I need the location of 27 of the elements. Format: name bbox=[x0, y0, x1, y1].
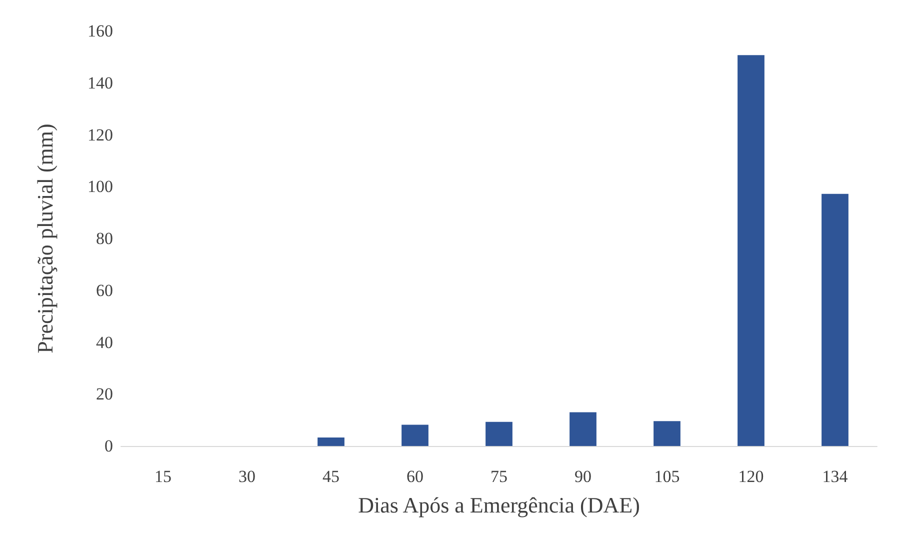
x-tick-label: 75 bbox=[490, 467, 508, 486]
bar bbox=[738, 55, 764, 446]
bar bbox=[402, 424, 428, 446]
x-tick-label: 45 bbox=[322, 467, 340, 486]
y-tick-label: 100 bbox=[88, 177, 113, 196]
y-tick-label: 80 bbox=[96, 229, 113, 248]
x-tick-label: 120 bbox=[738, 467, 764, 486]
y-tick-label: 160 bbox=[88, 22, 113, 40]
y-tick-label: 0 bbox=[104, 436, 113, 456]
y-tick-label: 60 bbox=[96, 280, 113, 300]
x-tick-label: 134 bbox=[822, 467, 848, 486]
bar bbox=[822, 194, 848, 446]
bar bbox=[486, 422, 512, 446]
y-tick-label: 20 bbox=[96, 384, 113, 404]
bar bbox=[654, 421, 680, 446]
y-axis-title: Precipitação pluvial (mm) bbox=[32, 124, 58, 354]
x-tick-label: 15 bbox=[154, 467, 172, 486]
bar bbox=[318, 437, 344, 446]
bar bbox=[570, 412, 596, 446]
x-axis-title: Dias Após a Emergência (DAE) bbox=[358, 492, 640, 518]
y-tick-label: 40 bbox=[96, 332, 113, 352]
x-tick-label: 30 bbox=[238, 467, 256, 486]
y-tick-label: 140 bbox=[88, 73, 113, 92]
x-tick-label: 105 bbox=[654, 467, 680, 486]
x-tick-label: 60 bbox=[406, 467, 424, 486]
x-tick-label: 90 bbox=[574, 467, 592, 486]
y-tick-label: 120 bbox=[88, 125, 113, 144]
